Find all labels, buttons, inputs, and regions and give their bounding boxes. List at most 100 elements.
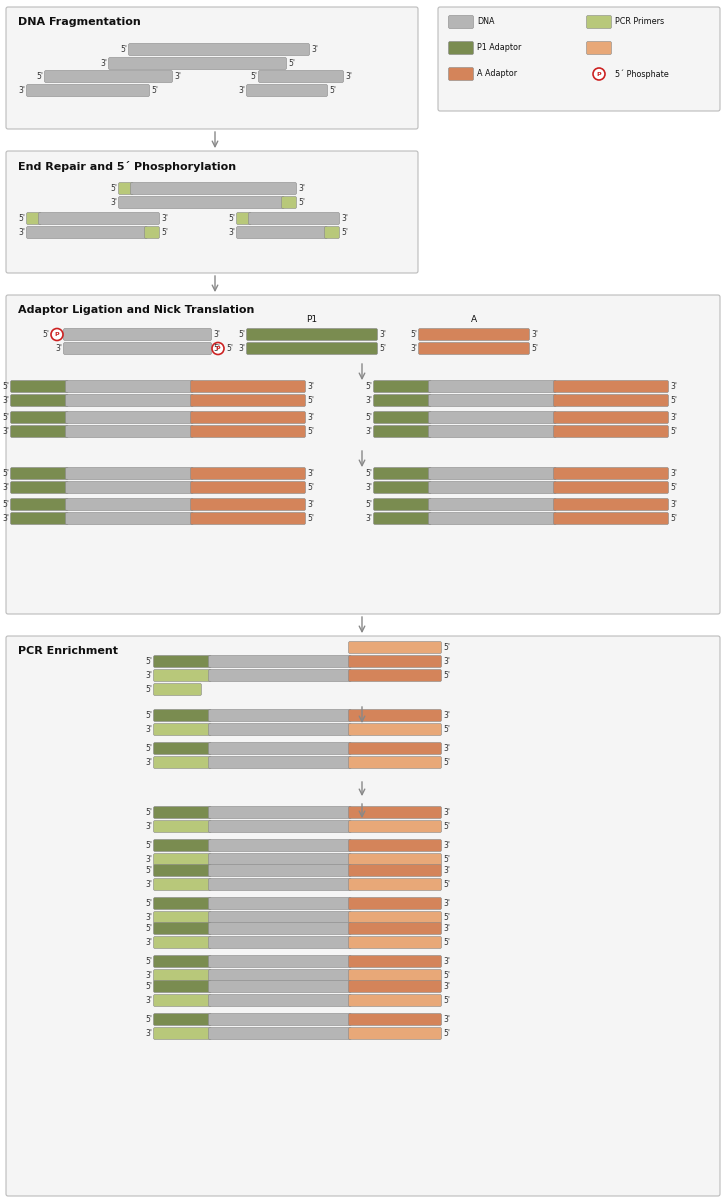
FancyBboxPatch shape: [553, 394, 668, 406]
Text: 3': 3': [307, 500, 314, 510]
Text: 5': 5': [228, 213, 235, 223]
Text: A Adaptor: A Adaptor: [477, 70, 517, 78]
FancyBboxPatch shape: [44, 71, 173, 83]
Text: 5': 5': [443, 971, 450, 980]
FancyBboxPatch shape: [65, 499, 194, 511]
FancyBboxPatch shape: [349, 981, 442, 993]
FancyBboxPatch shape: [373, 468, 431, 480]
FancyBboxPatch shape: [418, 343, 529, 355]
FancyBboxPatch shape: [10, 512, 68, 524]
Text: 5': 5': [670, 396, 677, 405]
FancyBboxPatch shape: [553, 499, 668, 511]
Text: 3': 3': [145, 996, 152, 1005]
FancyBboxPatch shape: [349, 757, 442, 769]
FancyBboxPatch shape: [449, 16, 473, 29]
Text: 5': 5': [443, 1029, 450, 1038]
FancyBboxPatch shape: [553, 426, 668, 438]
FancyBboxPatch shape: [236, 212, 252, 224]
Text: 3': 3': [238, 86, 245, 95]
FancyBboxPatch shape: [10, 411, 68, 423]
FancyBboxPatch shape: [209, 936, 352, 948]
FancyBboxPatch shape: [428, 512, 557, 524]
Text: 3': 3': [228, 228, 235, 237]
Text: DNA: DNA: [477, 18, 494, 26]
Text: 5': 5': [226, 344, 233, 353]
Text: 3': 3': [443, 866, 450, 875]
Text: 5': 5': [2, 382, 9, 391]
FancyBboxPatch shape: [191, 499, 305, 511]
Circle shape: [51, 329, 63, 341]
FancyBboxPatch shape: [349, 710, 442, 722]
FancyBboxPatch shape: [154, 742, 212, 754]
FancyBboxPatch shape: [65, 482, 194, 494]
FancyBboxPatch shape: [65, 426, 194, 438]
Text: 5': 5': [36, 72, 43, 82]
Text: 3': 3': [365, 427, 372, 436]
FancyBboxPatch shape: [154, 807, 212, 819]
Circle shape: [212, 343, 224, 355]
FancyBboxPatch shape: [154, 1028, 212, 1040]
Text: 3': 3': [443, 899, 450, 908]
Text: 5': 5': [145, 866, 152, 875]
FancyBboxPatch shape: [10, 380, 68, 392]
FancyBboxPatch shape: [65, 380, 194, 392]
Text: 5': 5': [443, 758, 450, 767]
Text: 3': 3': [379, 330, 386, 339]
Text: 3': 3': [410, 344, 417, 353]
Text: 5': 5': [341, 228, 348, 237]
FancyBboxPatch shape: [349, 970, 442, 982]
FancyBboxPatch shape: [209, 864, 352, 876]
FancyBboxPatch shape: [553, 512, 668, 524]
Text: 3': 3': [238, 344, 245, 353]
FancyBboxPatch shape: [428, 380, 557, 392]
FancyBboxPatch shape: [325, 227, 339, 239]
Text: 3': 3': [2, 396, 9, 405]
Text: 3': 3': [145, 880, 152, 888]
Text: 5': 5': [670, 483, 677, 492]
FancyBboxPatch shape: [587, 16, 611, 29]
FancyBboxPatch shape: [209, 898, 352, 910]
Text: 3': 3': [18, 228, 25, 237]
Text: 5': 5': [238, 330, 245, 339]
FancyBboxPatch shape: [65, 512, 194, 524]
Text: PCR Enrichment: PCR Enrichment: [18, 646, 118, 656]
FancyBboxPatch shape: [209, 956, 352, 968]
FancyBboxPatch shape: [191, 380, 305, 392]
Text: 5': 5': [288, 59, 295, 68]
Text: 3': 3': [161, 213, 168, 223]
FancyBboxPatch shape: [236, 227, 328, 239]
FancyBboxPatch shape: [154, 1013, 212, 1025]
FancyBboxPatch shape: [128, 43, 310, 55]
FancyBboxPatch shape: [209, 981, 352, 993]
FancyBboxPatch shape: [109, 58, 286, 70]
FancyBboxPatch shape: [27, 227, 147, 239]
FancyBboxPatch shape: [373, 411, 431, 423]
Text: 3': 3': [443, 657, 450, 665]
FancyBboxPatch shape: [209, 922, 352, 934]
FancyBboxPatch shape: [349, 839, 442, 851]
Text: 5': 5': [443, 996, 450, 1005]
Text: 3': 3': [145, 912, 152, 922]
Text: 3': 3': [307, 412, 314, 422]
Text: 5': 5': [145, 685, 152, 694]
Text: 3': 3': [145, 971, 152, 980]
Text: 5': 5': [443, 855, 450, 864]
Text: 3': 3': [110, 198, 117, 207]
Text: 5': 5': [151, 86, 158, 95]
FancyBboxPatch shape: [191, 512, 305, 524]
Text: 5': 5': [365, 469, 372, 478]
Text: 5': 5': [145, 745, 152, 753]
Text: 3': 3': [311, 46, 318, 54]
Text: 5´ Phosphate: 5´ Phosphate: [615, 70, 668, 79]
FancyBboxPatch shape: [349, 656, 442, 668]
Text: 3': 3': [443, 745, 450, 753]
FancyBboxPatch shape: [349, 922, 442, 934]
FancyBboxPatch shape: [10, 426, 68, 438]
Text: 5': 5': [120, 46, 127, 54]
FancyBboxPatch shape: [154, 970, 212, 982]
FancyBboxPatch shape: [154, 922, 212, 934]
FancyBboxPatch shape: [349, 879, 442, 891]
Text: P: P: [54, 332, 59, 337]
FancyBboxPatch shape: [209, 820, 352, 832]
FancyBboxPatch shape: [191, 426, 305, 438]
